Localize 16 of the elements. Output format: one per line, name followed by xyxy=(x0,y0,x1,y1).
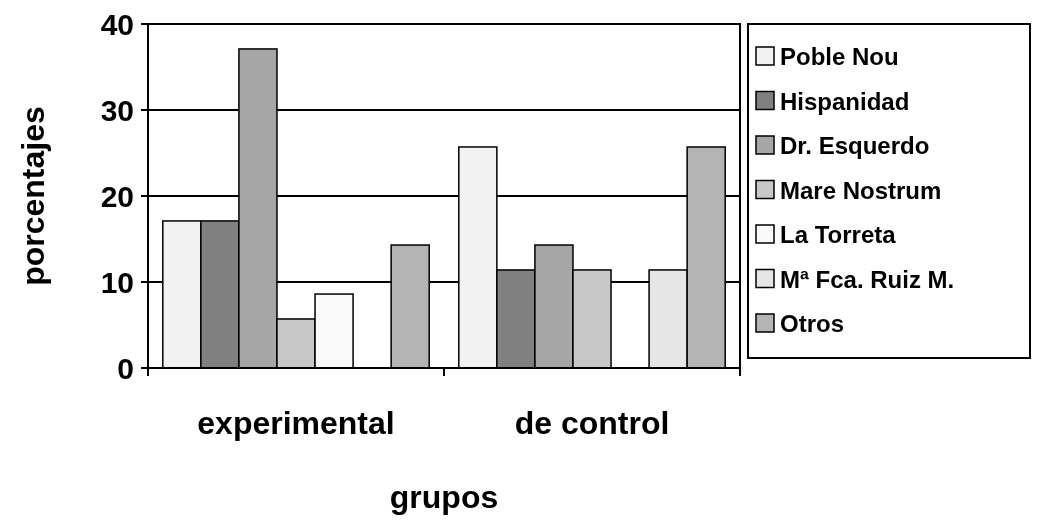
x-tick-label: experimental xyxy=(197,405,395,441)
y-tick-label: 0 xyxy=(117,351,134,385)
legend-label: Hispanidad xyxy=(780,87,910,115)
legend-label: La Torreta xyxy=(780,221,897,249)
legend-label: Dr. Esquerdo xyxy=(780,132,930,160)
x-axis-title: grupos xyxy=(389,479,499,515)
y-tick-label: 20 xyxy=(100,179,134,213)
legend-label: Mare Nostrum xyxy=(780,176,942,204)
y-tick-label: 10 xyxy=(100,265,134,299)
y-tick-label: 30 xyxy=(100,93,134,127)
legend-label: Otros xyxy=(780,310,845,338)
y-tick-label: 40 xyxy=(100,7,134,41)
x-tick-label: de control xyxy=(514,405,670,441)
legend-label: Poble Nou xyxy=(780,43,899,71)
legend-label: Mª Fca. Ruiz M. xyxy=(780,265,955,293)
y-axis-title: porcentajes xyxy=(15,106,51,286)
